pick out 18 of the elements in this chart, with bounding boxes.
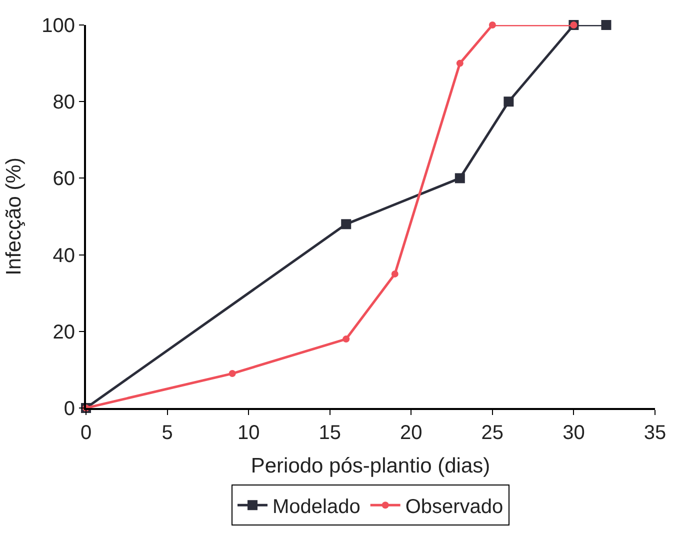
y-axis-title: Infecção (%) [2, 158, 26, 276]
x-tick-label: 15 [318, 422, 341, 444]
y-tick-label: 60 [52, 168, 75, 190]
y-tick-label: 20 [52, 321, 75, 344]
legend-label: Modelado [272, 496, 360, 518]
y-tick-label: 80 [52, 92, 75, 114]
x-axis-title: Periodo pós-plantio (dias) [250, 454, 490, 478]
x-tick-label: 25 [481, 422, 504, 444]
y-tick-label: 100 [42, 15, 75, 37]
y-tick-label: 40 [52, 244, 75, 267]
x-tick-label: 35 [644, 422, 666, 444]
x-tick-label: 20 [400, 422, 422, 444]
x-tick-label: 5 [162, 422, 173, 444]
y-tick-label: 0 [64, 398, 75, 420]
x-tick-label: 10 [237, 422, 260, 444]
legend-label: Observado [405, 496, 504, 518]
x-tick-label: 30 [562, 422, 585, 444]
x-tick-label: 0 [80, 422, 92, 444]
